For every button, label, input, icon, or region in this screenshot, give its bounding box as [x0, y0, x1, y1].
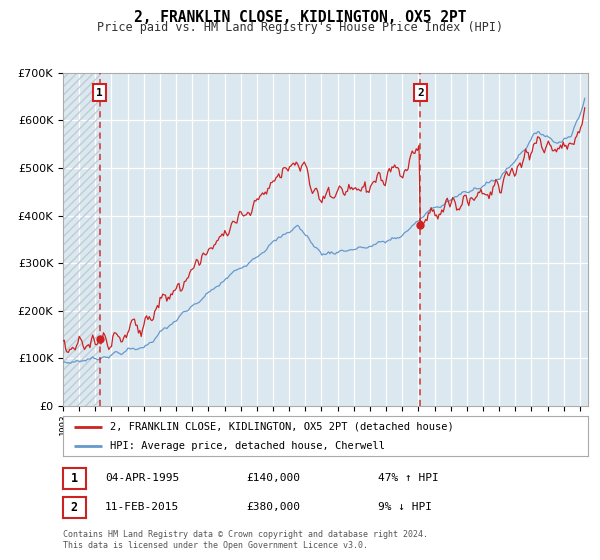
Text: £140,000: £140,000	[246, 473, 300, 483]
Text: This data is licensed under the Open Government Licence v3.0.: This data is licensed under the Open Gov…	[63, 541, 368, 550]
Text: 47% ↑ HPI: 47% ↑ HPI	[378, 473, 439, 483]
Text: 04-APR-1995: 04-APR-1995	[105, 473, 179, 483]
Text: HPI: Average price, detached house, Cherwell: HPI: Average price, detached house, Cher…	[110, 441, 385, 450]
Text: Contains HM Land Registry data © Crown copyright and database right 2024.: Contains HM Land Registry data © Crown c…	[63, 530, 428, 539]
Text: 9% ↓ HPI: 9% ↓ HPI	[378, 502, 432, 512]
Text: 2: 2	[417, 88, 424, 98]
Text: 11-FEB-2015: 11-FEB-2015	[105, 502, 179, 512]
Text: 2, FRANKLIN CLOSE, KIDLINGTON, OX5 2PT (detached house): 2, FRANKLIN CLOSE, KIDLINGTON, OX5 2PT (…	[110, 422, 454, 432]
Text: 1: 1	[96, 88, 103, 98]
Text: 2: 2	[71, 501, 78, 514]
Text: Price paid vs. HM Land Registry's House Price Index (HPI): Price paid vs. HM Land Registry's House …	[97, 21, 503, 34]
Text: £380,000: £380,000	[246, 502, 300, 512]
Text: 2, FRANKLIN CLOSE, KIDLINGTON, OX5 2PT: 2, FRANKLIN CLOSE, KIDLINGTON, OX5 2PT	[134, 10, 466, 25]
Text: 1: 1	[71, 472, 78, 485]
Bar	[63, 73, 100, 406]
